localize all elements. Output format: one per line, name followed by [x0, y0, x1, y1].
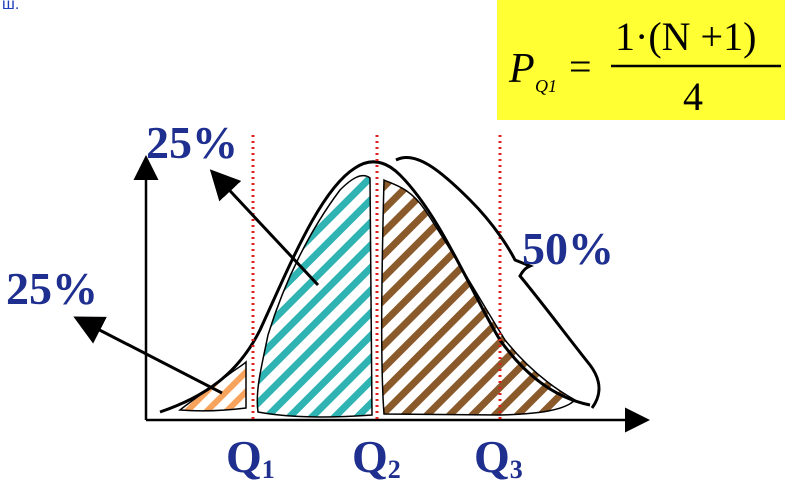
formula-equals: =	[569, 44, 592, 89]
corner-text: ш.	[2, 0, 20, 13]
region-q1-q2	[256, 174, 373, 418]
arrow-top-25	[209, 169, 320, 287]
label-25-top: 25%	[146, 117, 238, 168]
bell-curve	[159, 160, 591, 414]
arrow-left-25	[73, 316, 223, 395]
label-50-right: 50%	[522, 223, 614, 274]
label-q2: Q2	[352, 430, 401, 485]
q3-sub: 3	[509, 455, 523, 484]
formula-lhs: P	[508, 46, 535, 92]
label-q1: Q1	[226, 430, 275, 485]
q2-letter: Q	[352, 431, 388, 482]
brace-50	[395, 155, 601, 409]
formula-lhs-sub: Q1	[535, 76, 557, 96]
formula-numerator: 1·(N +1)	[615, 14, 756, 59]
label-q3: Q3	[474, 430, 523, 485]
label-25-left: 25%	[6, 263, 98, 314]
q3-letter: Q	[474, 431, 510, 482]
q2-sub: 2	[387, 455, 401, 484]
formula-svg: P Q1 = 1·(N +1) 4	[508, 14, 781, 119]
formula-box: P Q1 = 1·(N +1) 4	[497, 0, 785, 120]
q1-sub: 1	[261, 455, 275, 484]
formula-denominator: 4	[683, 74, 703, 119]
q1-letter: Q	[226, 431, 262, 482]
